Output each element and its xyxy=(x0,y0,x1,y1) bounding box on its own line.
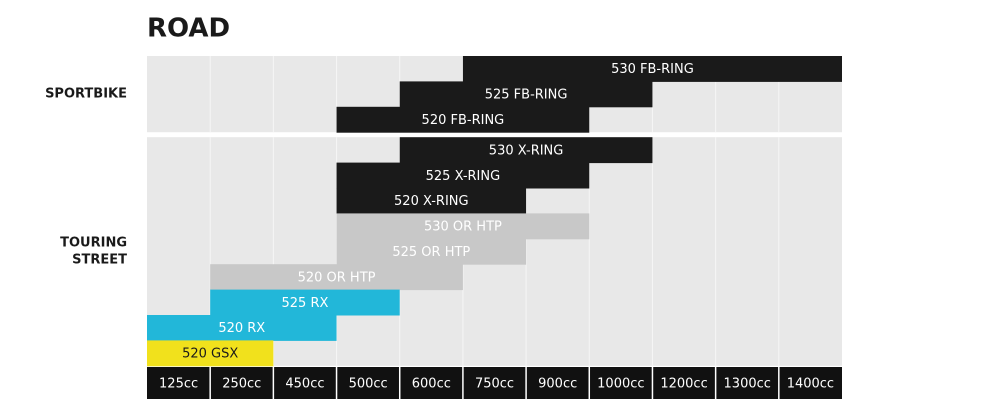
x-tick-label: 1300cc xyxy=(724,377,771,392)
bar-label: 520 GSX xyxy=(182,347,238,362)
range-bar xyxy=(336,162,590,189)
x-tick-label: 1400cc xyxy=(787,377,834,392)
bar-label: 525 OR HTP xyxy=(392,245,470,260)
x-tick-label: 750cc xyxy=(475,377,514,392)
bar-label: 520 X-RING xyxy=(394,194,469,209)
bar-label: 520 OR HTP xyxy=(298,270,376,285)
range-bar xyxy=(336,213,590,240)
range-bar xyxy=(147,315,337,341)
range-bar xyxy=(336,106,590,133)
range-bar xyxy=(399,81,653,108)
x-tick-label: 250cc xyxy=(222,377,261,392)
range-bar xyxy=(210,289,400,316)
range-bar xyxy=(336,188,527,214)
bar-label: 530 X-RING xyxy=(489,143,564,158)
bar-label: 525 FB-RING xyxy=(485,88,568,103)
bar-label: 520 RX xyxy=(218,321,265,336)
bar-label: 530 OR HTP xyxy=(424,220,502,235)
x-tick-label: 500cc xyxy=(349,377,388,392)
range-bar xyxy=(462,56,842,82)
bar-label: 520 FB-RING xyxy=(422,113,505,128)
range-bar xyxy=(336,238,527,265)
group-label: SPORTBIKE xyxy=(45,87,127,102)
bar-label: 525 X-RING xyxy=(426,169,501,184)
chart-title: ROAD xyxy=(147,14,230,44)
axis-bar xyxy=(147,367,842,399)
x-tick-label: 125cc xyxy=(159,377,198,392)
range-bar xyxy=(399,137,653,164)
x-tick-label: 600cc xyxy=(412,377,451,392)
group-label: TOURING xyxy=(60,236,127,251)
x-tick-label: 1000cc xyxy=(597,377,644,392)
range-bar xyxy=(210,264,463,291)
group-label: STREET xyxy=(72,253,127,268)
bar-label: 525 RX xyxy=(282,296,329,311)
range-bar xyxy=(147,340,274,367)
x-tick-label: 900cc xyxy=(538,377,577,392)
x-tick-label: 450cc xyxy=(285,377,324,392)
bar-label: 530 FB-RING xyxy=(611,62,694,77)
x-tick-label: 1200cc xyxy=(660,377,707,392)
